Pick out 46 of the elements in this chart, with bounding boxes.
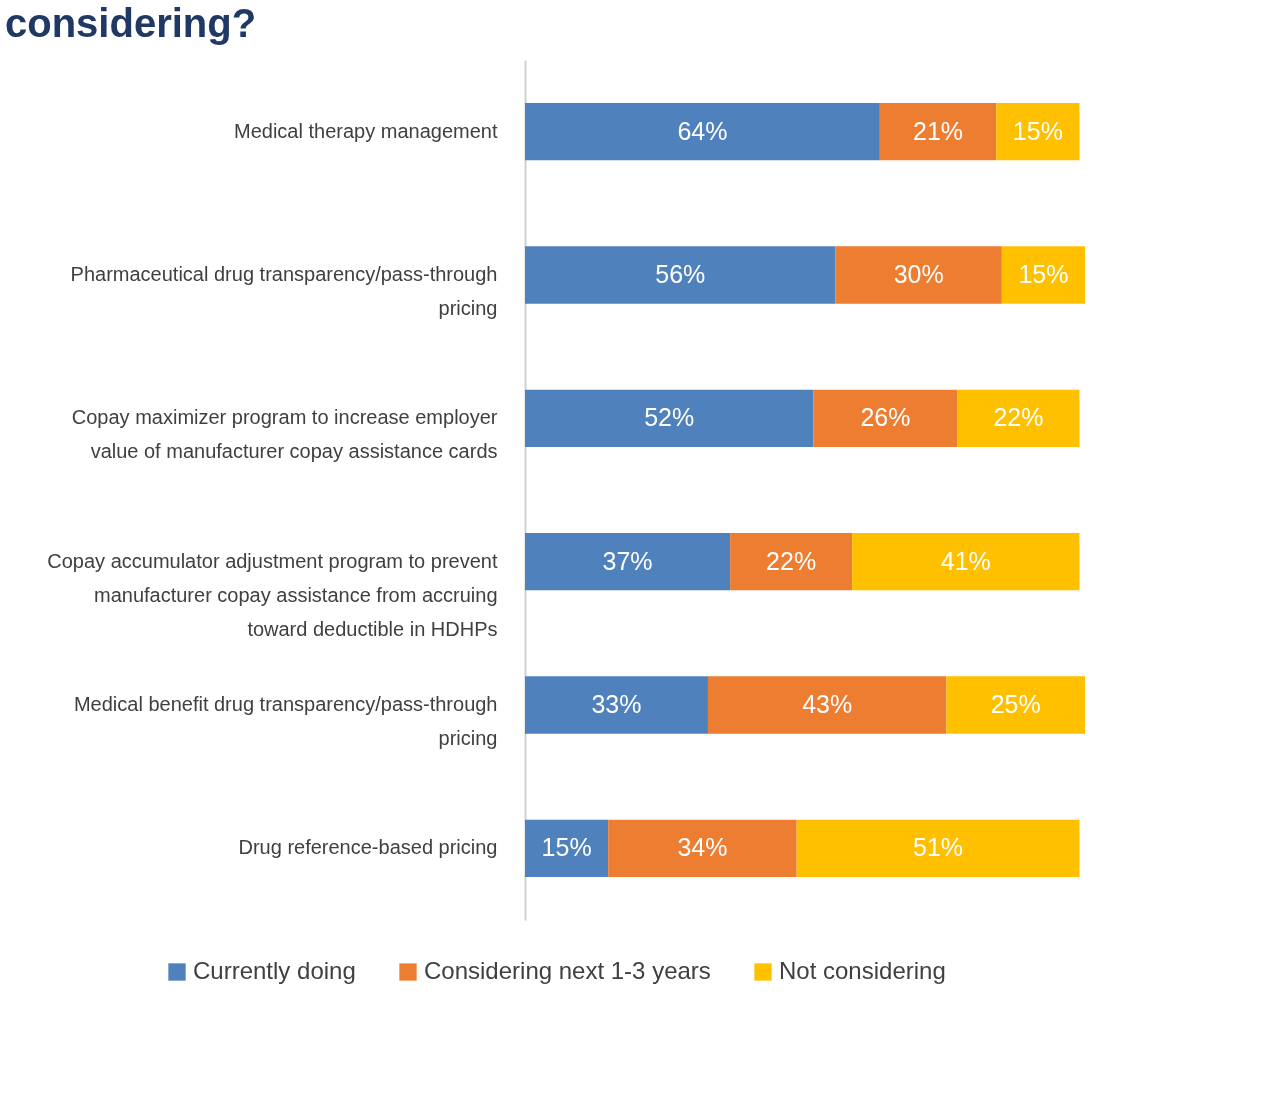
data-label: 15% bbox=[1018, 260, 1069, 288]
data-label: 22% bbox=[766, 546, 817, 575]
data-label: 56% bbox=[655, 260, 706, 288]
y-tick-label: Drug reference-based pricing bbox=[238, 836, 498, 859]
bar bbox=[730, 533, 853, 591]
data-label: 15% bbox=[541, 833, 592, 862]
data-label: 41% bbox=[940, 546, 991, 575]
data-label: 51% bbox=[913, 833, 964, 862]
data-label: 34% bbox=[677, 833, 728, 862]
data-label: 26% bbox=[860, 403, 911, 432]
bar bbox=[852, 533, 1080, 591]
y-tick-label: Copay maximizer program to increase employer value of manufacturer copay assistance cards bbox=[71, 406, 498, 463]
bar bbox=[813, 389, 958, 447]
legend-label: Not considering bbox=[779, 957, 946, 984]
y-tick-label: Pharmaceutical drug transparency/pass-through pricing bbox=[70, 263, 498, 319]
data-label: 37% bbox=[602, 546, 653, 575]
data-label: 33% bbox=[591, 690, 642, 718]
bar bbox=[879, 103, 997, 161]
data-label: 30% bbox=[893, 260, 944, 288]
data-label: 43% bbox=[802, 690, 853, 718]
data-label: 22% bbox=[993, 403, 1044, 432]
bar bbox=[525, 533, 731, 591]
data-label: 21% bbox=[913, 116, 964, 145]
bar bbox=[608, 819, 797, 877]
bar bbox=[707, 676, 947, 734]
y-tick-label: Medical benefit drug transparency/pass-through pricing bbox=[73, 693, 498, 749]
bar bbox=[946, 676, 1085, 734]
text: considering? bbox=[5, 1, 257, 45]
bar bbox=[1001, 246, 1085, 304]
data-label: 52% bbox=[644, 403, 695, 432]
legend-label: Considering next 1-3 years bbox=[424, 957, 711, 984]
legend-label: Currently doing bbox=[193, 957, 356, 984]
data-label: 64% bbox=[677, 116, 728, 145]
bar bbox=[996, 103, 1080, 161]
y-tick-label: Medical therapy management bbox=[234, 119, 498, 142]
data-label: 25% bbox=[990, 690, 1041, 718]
bar bbox=[525, 819, 609, 877]
bar bbox=[796, 819, 1080, 877]
bar bbox=[525, 389, 814, 447]
bar bbox=[525, 246, 836, 304]
bar bbox=[957, 389, 1080, 447]
data-label: 15% bbox=[1012, 116, 1063, 145]
y-tick-label: Copay accumulator adjustment program to prevent manufacturer copay assistance from accruing toward deductible in HDHPs bbox=[47, 549, 498, 640]
bar bbox=[525, 676, 708, 734]
bar bbox=[835, 246, 1002, 304]
bar bbox=[525, 103, 880, 161]
